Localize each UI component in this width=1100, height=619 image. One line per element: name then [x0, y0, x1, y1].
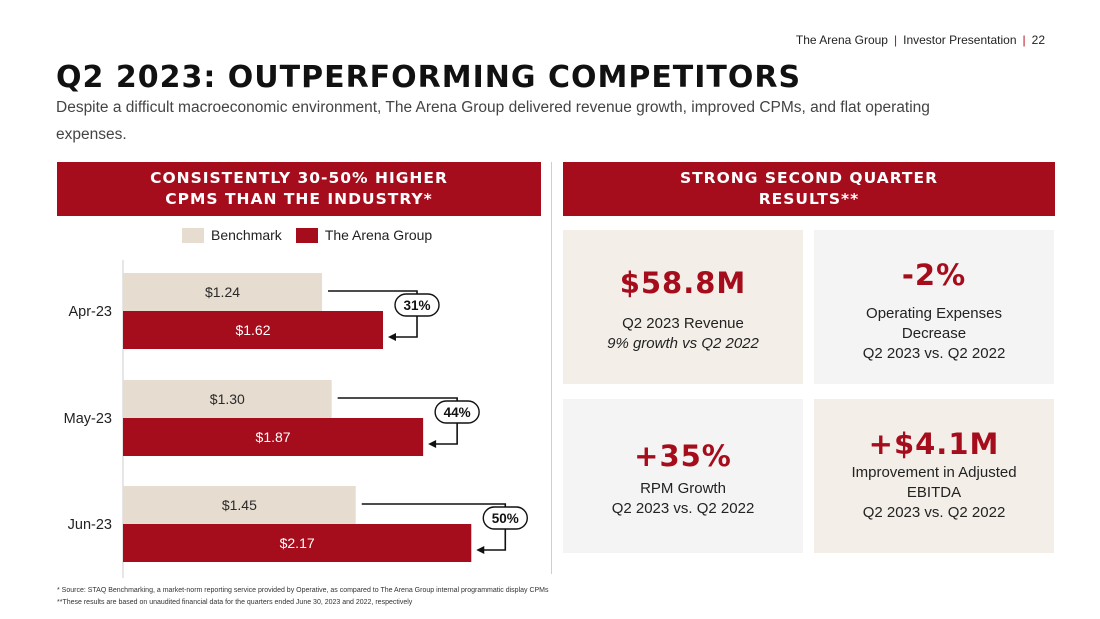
page-header-line: The Arena Group | Investor Presentation | 22: [796, 33, 1045, 47]
uplift-pill: [394, 293, 440, 317]
uplift-percent-label: 44%: [444, 405, 471, 420]
footnote-source: * Source: STAQ Benchmarking, a market-no…: [57, 587, 549, 594]
ebitda-value: +$4.1M: [868, 427, 1000, 461]
benchmark-value-label: $1.45: [222, 497, 257, 513]
uplift-pill: [434, 400, 480, 424]
legend-swatch-benchmark: [182, 227, 204, 243]
benchmark-value-label: $1.30: [210, 391, 245, 407]
results-banner: STRONG SECOND QUARTER RESULTS**: [563, 162, 1055, 216]
opex-label: Operating Expenses Decrease Q2 2023 vs. …: [862, 305, 1006, 362]
section-divider: [551, 162, 552, 574]
rpm-label: RPM Growth Q2 2023 vs. Q2 2022: [611, 480, 755, 517]
legend-label-arena: The Arena Group: [324, 227, 433, 243]
uplift-percent-label: 31%: [403, 298, 430, 313]
cpm-banner: CONSISTENTLY 30-50% HIGHER CPMS THAN THE…: [57, 162, 541, 216]
category-label: Apr-23: [68, 304, 112, 320]
metric-card-opex: -2% Operating Expenses Decrease Q2 2023 …: [814, 230, 1054, 384]
revenue-growth: 9% growth vs Q2 2022: [607, 335, 759, 352]
uplift-percent-label: 50%: [492, 511, 519, 526]
benchmark-bar: [123, 273, 323, 311]
arena-bar: [123, 418, 424, 456]
page-subtitle: Despite a difficult macroeconomic enviro…: [56, 99, 930, 143]
cpm-banner-text: CONSISTENTLY 30-50% HIGHER CPMS THAN THE…: [150, 169, 448, 208]
uplift-pill: [482, 506, 528, 530]
revenue-value: $58.8M: [619, 266, 747, 300]
benchmark-value-label: $1.24: [205, 284, 240, 300]
metric-card-ebitda: +$4.1M Improvement in Adjusted EBITDA Q2…: [814, 399, 1054, 553]
category-label: May-23: [64, 411, 112, 427]
benchmark-bar: [123, 486, 356, 524]
revenue-label: Q2 2023 Revenue: [622, 315, 744, 332]
metric-card-revenue: $58.8M Q2 2023 Revenue 9% growth vs Q2 2…: [563, 230, 803, 384]
ebitda-label: Improvement in Adjusted EBITDA Q2 2023 v…: [851, 464, 1017, 521]
company-name: The Arena Group: [795, 33, 888, 47]
chart-legend: Benchmark The Arena Group: [182, 227, 446, 243]
arena-value-label: $1.87: [256, 429, 291, 445]
benchmark-bar: [123, 380, 332, 418]
results-banner-text: STRONG SECOND QUARTER RESULTS**: [679, 169, 939, 208]
uplift-arrowhead: [428, 440, 437, 448]
opex-value: -2%: [901, 258, 967, 292]
arena-value-label: $1.62: [235, 322, 270, 338]
cpm-bar-chart: Apr-23 $1.24 $1.62 31% May-23 $1.30 $1.87 44% Ju…: [64, 260, 528, 578]
header-separator: |: [1022, 33, 1026, 47]
header-separator: |: [893, 33, 898, 47]
rpm-value: +35%: [634, 439, 732, 473]
uplift-arrowhead: [476, 546, 485, 554]
legend-item-arena: The Arena Group: [295, 227, 433, 243]
metric-card-rpm: +35% RPM Growth Q2 2023 vs. Q2 2022: [563, 399, 803, 553]
arena-bar: [123, 311, 384, 349]
category-label: Jun-23: [68, 517, 112, 533]
legend-swatch-arena: [295, 227, 318, 243]
footnote-unaudited: **These results are based on unaudited f…: [57, 599, 413, 606]
legend-item-benchmark: Benchmark: [182, 227, 282, 243]
document-name: Investor Presentation: [903, 33, 1017, 47]
uplift-arrowhead: [388, 333, 397, 341]
arena-value-label: $2.17: [280, 535, 315, 551]
page-number: 22: [1031, 33, 1045, 47]
arena-bar: [123, 524, 472, 562]
page-title: Q2 2023: OUTPERFORMING COMPETITORS: [56, 60, 802, 95]
legend-label-benchmark: Benchmark: [211, 227, 282, 243]
